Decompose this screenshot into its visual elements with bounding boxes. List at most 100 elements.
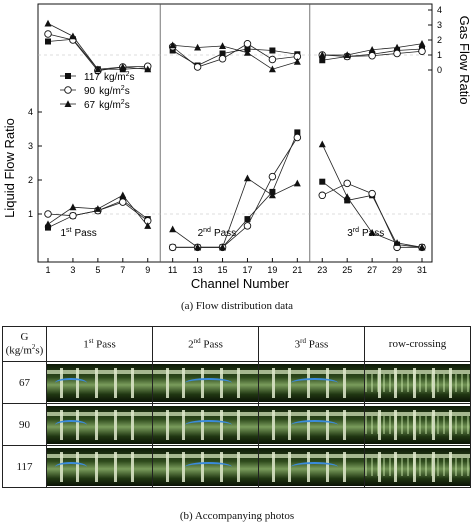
legend-marker <box>64 100 72 107</box>
liquid-point <box>343 193 351 200</box>
x-tick-label: 11 <box>168 265 177 275</box>
corner-line2: (kg/m2s) <box>5 343 44 357</box>
row-label: 90 <box>2 403 47 446</box>
legend-marker <box>64 86 72 94</box>
gas-point <box>343 51 351 58</box>
flow-photo <box>259 447 364 486</box>
x-tick-label: 21 <box>292 265 302 275</box>
liquid-point <box>169 225 177 233</box>
flow-photo <box>153 405 258 444</box>
pass-label-2: 2nd Pass <box>198 227 237 239</box>
photo-cell <box>258 361 365 404</box>
liquid-point <box>45 224 51 231</box>
liquid-point <box>268 191 276 199</box>
caption-b: (b) Accompanying photos <box>179 510 295 522</box>
liquid-point <box>69 203 77 211</box>
liquid-point <box>168 243 177 252</box>
liquid-point <box>344 197 351 204</box>
gas-point <box>45 38 51 45</box>
gas-point <box>218 55 227 63</box>
x-tick-label: 19 <box>267 265 277 275</box>
liquid-point <box>244 216 251 223</box>
liquid-point <box>243 174 251 182</box>
photo-cell <box>364 403 471 446</box>
gas-point <box>44 30 52 38</box>
col-header-pass-3: 3rd Pass <box>258 326 365 362</box>
liquid-point <box>318 191 327 200</box>
liquid-point <box>318 140 326 148</box>
photo-row: 67 <box>2 361 471 404</box>
corner-header: G (kg/m2s) <box>2 326 47 362</box>
gas-point <box>269 47 276 54</box>
liquid-point <box>268 172 277 181</box>
photo-cell <box>364 361 471 404</box>
photo-cell <box>152 361 259 404</box>
flow-photo <box>153 447 258 486</box>
flow-arrow-icon <box>184 377 232 388</box>
flow-photo <box>47 363 152 402</box>
flow-arrow-icon <box>55 419 87 430</box>
x-tick-label: 5 <box>95 265 100 275</box>
row-label: 67 <box>2 361 47 404</box>
gas-line-pass-2 <box>172 44 298 70</box>
legend-marker <box>65 73 71 79</box>
gas-point <box>44 19 52 27</box>
gas-point <box>194 43 202 51</box>
x-tick-label: 1 <box>45 265 50 275</box>
liquid-point <box>44 210 52 218</box>
gas-point <box>119 63 127 70</box>
liquid-point <box>294 129 301 136</box>
gas-point <box>418 47 426 56</box>
liquid-point <box>219 243 227 251</box>
liquid-point <box>368 228 376 236</box>
plot-frame <box>37 3 433 263</box>
col-header-row-crossing: row-crossing <box>364 326 471 362</box>
y-left-title: Liquid Flow Ratio <box>2 118 17 218</box>
gas-point <box>293 57 301 65</box>
flow-arrow-icon <box>55 377 87 388</box>
gas-line-pass-2 <box>172 43 298 68</box>
flow-photo <box>365 447 470 486</box>
gas-point <box>144 65 152 73</box>
gas-tick-label: 3 <box>437 20 442 30</box>
liquid-point <box>144 222 152 229</box>
gas-point <box>418 39 426 47</box>
x-tick-label: 27 <box>367 265 377 275</box>
photo-row: 90 <box>2 403 471 446</box>
gas-line-pass-1 <box>47 38 148 70</box>
gas-point <box>393 43 401 51</box>
flow-arrow-icon <box>290 461 338 472</box>
liquid-tick-label: 4 <box>28 107 33 117</box>
x-tick-label: 31 <box>417 265 427 275</box>
gas-point <box>319 57 326 64</box>
liquid-point <box>119 198 127 206</box>
gas-tick-label: 4 <box>437 5 442 15</box>
flow-arrow-icon <box>184 419 232 430</box>
gas-point <box>193 63 202 71</box>
gas-point <box>219 42 227 49</box>
x-tick-label: 7 <box>120 265 125 275</box>
col-header-pass-1: 1st Pass <box>46 326 153 362</box>
gas-point <box>268 55 277 64</box>
liquid-point <box>393 239 401 246</box>
x-tick-label: 25 <box>342 265 352 275</box>
gas-point <box>169 47 176 54</box>
liquid-point <box>418 243 426 251</box>
row-label: 117 <box>2 445 47 488</box>
gas-point <box>368 45 376 53</box>
liquid-point <box>94 205 102 212</box>
series-layer <box>44 19 426 252</box>
pass-label-1: 1st Pass <box>60 227 96 239</box>
photo-row: 117 <box>2 445 471 488</box>
liquid-point <box>319 178 326 185</box>
flow-arrow-icon <box>290 377 338 388</box>
legend-label: 90 kg/m2s <box>84 85 130 97</box>
y-right-title: Gas Flow Ratio <box>457 16 472 105</box>
x-tick-label: 3 <box>70 265 75 275</box>
liquid-point <box>293 133 302 142</box>
gas-point <box>368 52 376 60</box>
gas-point <box>94 65 102 73</box>
gas-point <box>243 40 252 48</box>
flow-arrow-icon <box>184 461 232 472</box>
